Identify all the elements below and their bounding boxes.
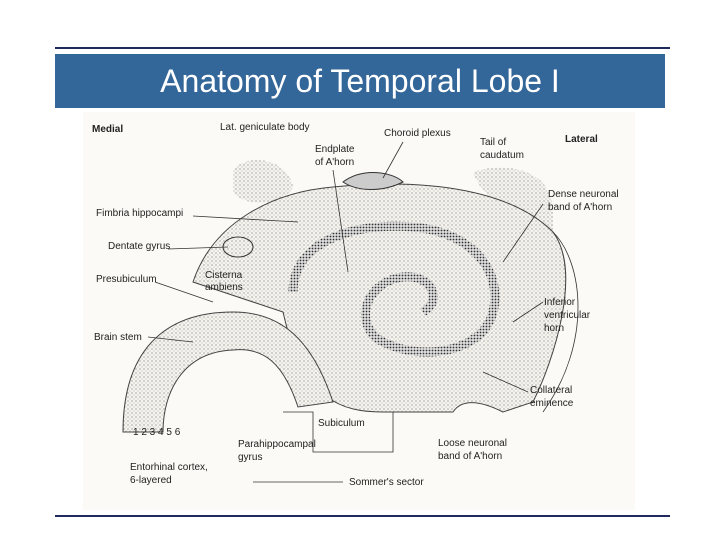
label: Loose neuronal bbox=[438, 438, 507, 449]
label: Endplate bbox=[315, 144, 355, 155]
label: band of A'horn bbox=[548, 202, 612, 213]
leader bbox=[192, 215, 299, 223]
leader bbox=[502, 203, 544, 263]
label: Sommer's sector bbox=[349, 477, 424, 488]
leader bbox=[167, 246, 229, 250]
label: Choroid plexus bbox=[384, 128, 451, 139]
label: Medial bbox=[92, 124, 123, 135]
label: band of A'horn bbox=[438, 451, 502, 462]
label: Subiculum bbox=[318, 418, 365, 429]
label: horn bbox=[544, 323, 564, 334]
ventricle-wall bbox=[542, 231, 579, 413]
top-rule bbox=[55, 47, 670, 49]
anatomy-figure: Medial Lat. geniculate body Choroid plex… bbox=[83, 112, 635, 510]
label: Parahippocampal bbox=[238, 439, 316, 450]
geniculate-shape bbox=[233, 160, 293, 203]
label: Inferior bbox=[544, 297, 576, 308]
leader bbox=[382, 141, 404, 179]
label: Brain stem bbox=[94, 332, 142, 343]
label: Fimbria hippocampi bbox=[96, 208, 183, 219]
label: Dense neuronal bbox=[548, 189, 619, 200]
leader bbox=[482, 371, 529, 393]
label: Collateral bbox=[530, 385, 572, 396]
title-bar: Anatomy of Temporal Lobe I bbox=[55, 54, 665, 108]
label: Dentate gyrus bbox=[108, 241, 170, 252]
label: Entorhinal cortex, bbox=[130, 462, 208, 473]
choroid-plexus bbox=[342, 172, 404, 190]
label: of A'horn bbox=[315, 157, 354, 168]
label: Lateral bbox=[565, 134, 598, 145]
leader bbox=[332, 169, 349, 273]
label: Cisterna bbox=[205, 270, 243, 281]
slide-title: Anatomy of Temporal Lobe I bbox=[160, 63, 560, 99]
label: Presubiculum bbox=[96, 274, 157, 285]
leader bbox=[154, 281, 214, 303]
label: ventricular bbox=[544, 310, 591, 321]
parahippocampal-shape bbox=[122, 311, 334, 433]
label: Lat. geniculate body bbox=[220, 122, 310, 133]
label: caudatum bbox=[480, 150, 524, 161]
label: 1 2 3 4 5 6 bbox=[133, 427, 181, 438]
label: Tail of bbox=[480, 137, 506, 148]
leader bbox=[283, 411, 394, 453]
leader bbox=[147, 336, 194, 343]
label: ambiens bbox=[205, 282, 243, 293]
label: eminence bbox=[530, 398, 574, 409]
bottom-rule bbox=[55, 515, 670, 517]
temporal-lobe-shape bbox=[192, 183, 567, 413]
label: gyrus bbox=[238, 452, 262, 463]
dense-band bbox=[288, 221, 500, 357]
leader bbox=[512, 301, 544, 323]
label: 6-layered bbox=[130, 475, 172, 486]
